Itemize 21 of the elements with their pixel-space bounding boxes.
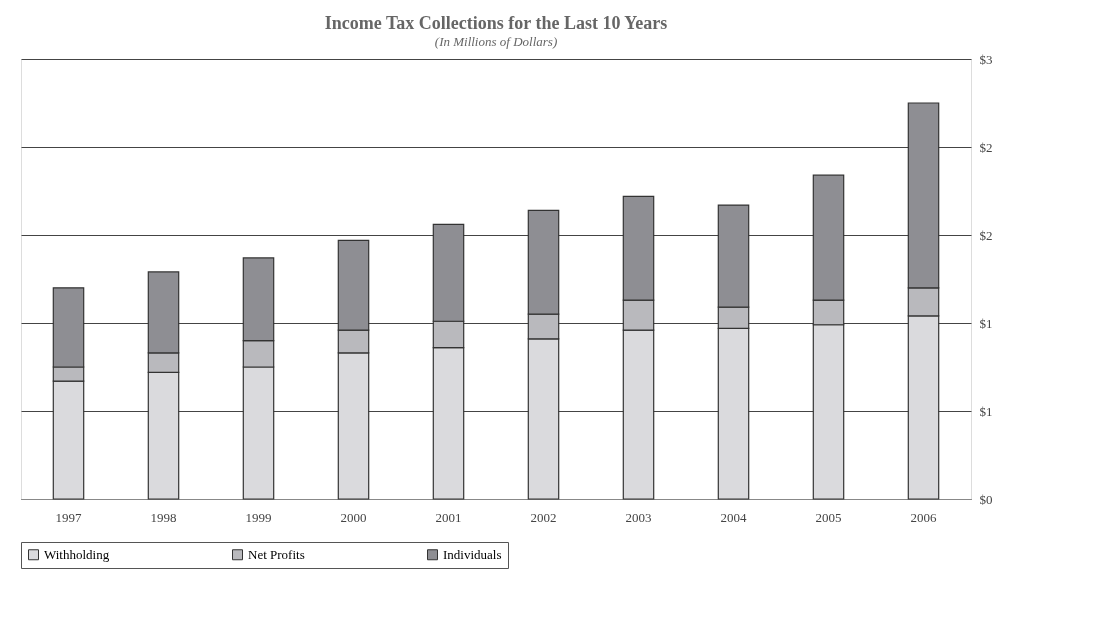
y-tick-label: $0 [979,491,993,507]
x-tick-label: 2000 [340,509,367,525]
y-tick-label: $2 [979,139,993,155]
legend-label: Net Profits [248,546,305,562]
x-tick-label: 1997 [55,509,82,525]
y-tick-label: $3 [979,51,993,67]
y-tick-label: $1 [979,403,993,419]
x-tick-label: 2006 [910,509,937,525]
x-tick-label: 2002 [530,509,557,525]
chart-subtitle: (In Millions of Dollars) [434,34,558,49]
x-tick-label: 2005 [815,509,842,525]
legend-label: Individuals [443,546,502,562]
chart-title: Income Tax Collections for the Last 10 Years [324,13,668,33]
y-tick-label: $1 [979,315,993,331]
x-tick-label: 1999 [245,509,272,525]
y-tick-label: $2 [979,227,993,243]
x-tick-label: 2004 [720,509,747,525]
legend-label: Withholding [44,546,110,562]
x-tick-label: 2001 [435,509,462,525]
x-tick-label: 1998 [150,509,177,525]
x-tick-label: 2003 [625,509,652,525]
